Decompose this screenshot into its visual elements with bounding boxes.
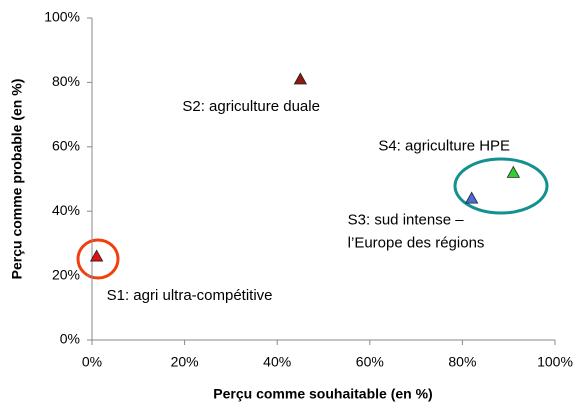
x-tick-label: 20%: [171, 354, 199, 370]
y-tick-label: 60%: [52, 138, 80, 154]
point-label: S1: agri ultra-compétitive: [107, 287, 273, 304]
x-tick-label: 80%: [448, 354, 476, 370]
y-tick-label: 0%: [60, 331, 80, 347]
point-marker: [506, 165, 521, 178]
y-axis-title: Perçu comme probable (en %): [9, 79, 25, 280]
y-tick-label: 100%: [44, 9, 80, 25]
point-label: S2: agriculture duale: [182, 98, 320, 115]
x-tick-label: 60%: [356, 354, 384, 370]
point-label: l’Europe des régions: [348, 234, 485, 251]
point-label: S3: sud intense –: [348, 211, 465, 228]
point-marker: [293, 72, 308, 85]
point-marker: [89, 249, 104, 262]
x-axis-title: Perçu comme souhaitable (en %): [213, 386, 432, 402]
x-tick-label: 40%: [263, 354, 291, 370]
y-tick-label: 80%: [52, 73, 80, 89]
x-tick-label: 0%: [82, 354, 102, 370]
point-label: S4: agriculture HPE: [378, 138, 510, 155]
y-tick-label: 40%: [52, 202, 80, 218]
highlight-circle: [453, 157, 549, 215]
x-tick-label: 100%: [537, 354, 573, 370]
y-tick-label: 20%: [52, 266, 80, 282]
highlight-circle: [76, 238, 120, 280]
point-marker: [464, 191, 479, 204]
